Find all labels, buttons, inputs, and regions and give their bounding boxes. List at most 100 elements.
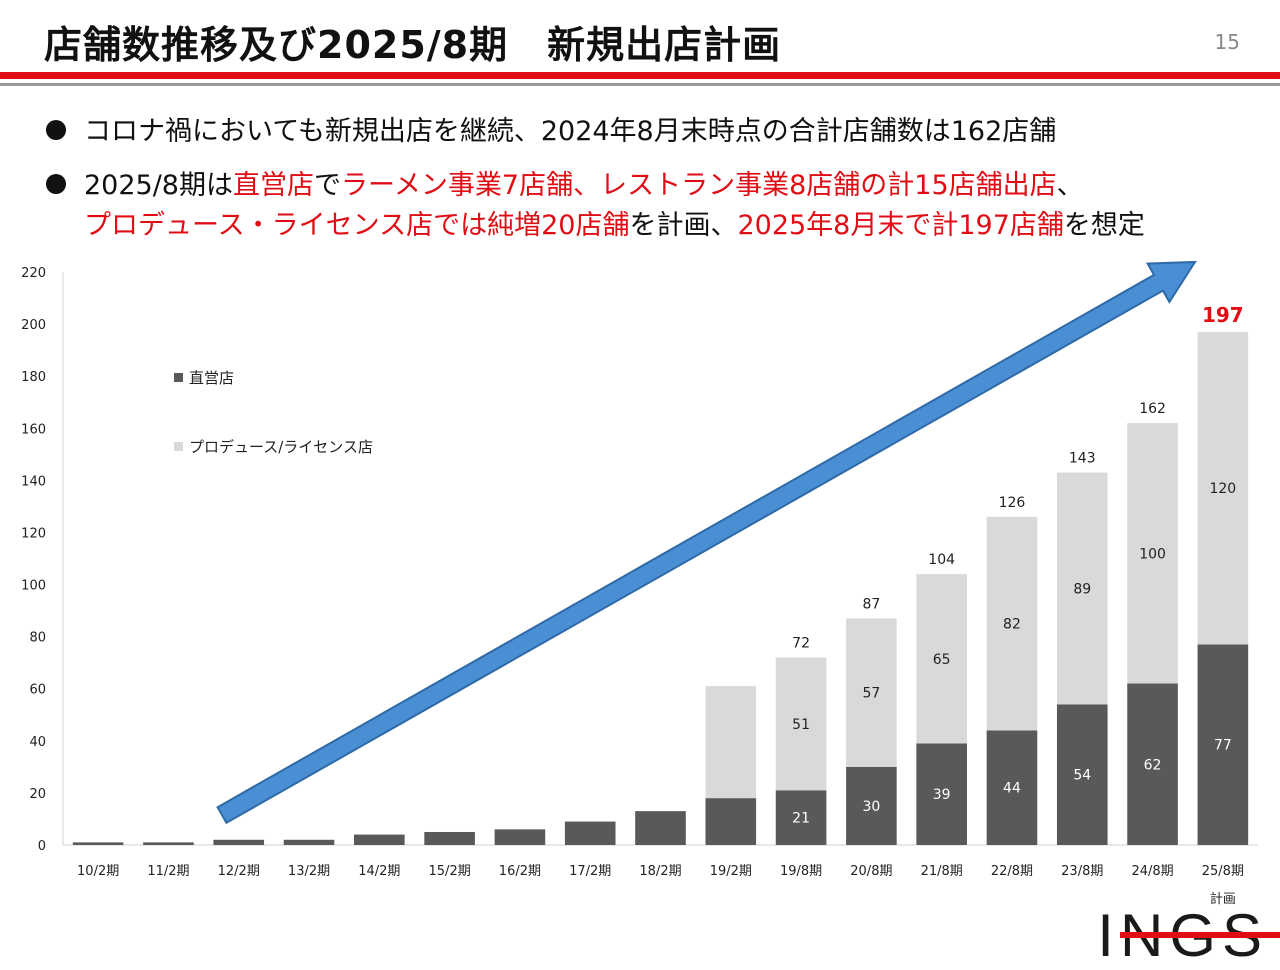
y-tick-label: 180 — [21, 370, 46, 385]
x-tick-label: 16/2期 — [499, 864, 541, 879]
bullet-item-1: コロナ禍においても新規出店を継続、2024年8月末時点の合計店舗数は162店舗 — [46, 112, 1266, 152]
bar-direct-label: 39 — [933, 787, 951, 803]
x-tick-label: 19/2期 — [710, 864, 752, 879]
bar-direct — [354, 834, 405, 845]
bar-license — [705, 686, 757, 799]
y-tick-label: 0 — [38, 839, 46, 854]
logo-accent-bar — [1120, 932, 1280, 938]
bar-direct-label: 54 — [1073, 768, 1091, 784]
y-tick-label: 160 — [21, 422, 46, 437]
x-tick-label: 10/2期 — [77, 864, 119, 879]
bar-license-label: 65 — [933, 652, 951, 668]
bullet-dot-icon — [46, 120, 66, 140]
y-tick-label: 140 — [21, 474, 46, 489]
bar-direct-label: 44 — [1003, 781, 1021, 797]
bar-license — [1127, 423, 1178, 684]
bar-direct — [72, 842, 124, 845]
bullet-list: コロナ禍においても新規出店を継続、2024年8月末時点の合計店舗数は162店舗 … — [46, 112, 1266, 260]
bar-direct — [1056, 704, 1108, 845]
legend-label-direct: 直営店 — [189, 369, 234, 387]
y-tick-label: 60 — [29, 683, 46, 698]
y-tick-label: 120 — [21, 526, 46, 541]
header-rule-red — [0, 72, 1280, 79]
bar-license — [846, 618, 897, 767]
bar-total-label: 72 — [792, 635, 810, 651]
bar-direct — [283, 839, 335, 845]
bar-direct — [986, 730, 1038, 845]
y-tick-label: 100 — [21, 579, 46, 594]
growth-arrow-icon — [216, 260, 1197, 825]
bar-direct-label: 21 — [792, 811, 810, 827]
bullet-2-text: を計画、 — [629, 210, 738, 241]
store-count-chart: 0 20 40 60 80 100 120 140 160 180 200 220 10/2期 11/2期… — [21, 260, 1258, 907]
bar-direct-label: 62 — [1144, 757, 1162, 773]
bar-license — [1056, 472, 1108, 705]
bullet-2-text: 2025/8期は — [84, 170, 233, 201]
y-tick-label: 40 — [29, 735, 46, 750]
bullet-2-highlight: ラーメン事業7店舗、レストラン事業8店舗の計15店舗出店 — [341, 170, 1057, 201]
bar-direct — [564, 821, 616, 845]
page-title: 店舗数推移及び2025/8期 新規出店計画 — [44, 23, 782, 67]
header-rule-gray — [0, 83, 1280, 86]
bar-direct — [846, 766, 897, 845]
legend-label-license: プロデュース/ライセンス店 — [189, 438, 373, 456]
y-tick-label: 200 — [21, 318, 46, 333]
legend-swatch-direct — [174, 373, 183, 382]
bar-license-label: 89 — [1073, 581, 1091, 597]
bar-total-label: 87 — [862, 596, 880, 612]
x-tick-label: 11/2期 — [147, 864, 189, 879]
legend-swatch-license — [174, 442, 183, 451]
bullet-text-1: コロナ禍においても新規出店を継続、2024年8月末時点の合計店舗数は162店舗 — [84, 116, 1057, 147]
bar-direct — [1127, 683, 1178, 845]
y-tick-label: 220 — [21, 266, 46, 281]
x-tick-label: 14/2期 — [358, 864, 400, 879]
bullet-dot-icon — [46, 174, 66, 194]
x-tick-label: 15/2期 — [429, 864, 471, 879]
x-tick-label: 12/2期 — [218, 864, 260, 879]
bar-direct — [775, 790, 827, 845]
x-tick-label: 21/8期 — [921, 864, 963, 879]
y-tick-label: 80 — [29, 631, 46, 646]
bullet-2-text: で — [314, 170, 341, 201]
bar-license — [1197, 331, 1249, 645]
bar-direct — [916, 743, 967, 845]
bar-license-label: 120 — [1209, 481, 1236, 497]
x-tick-sublabel: 計画 — [1210, 891, 1236, 907]
bullet-2-highlight: プロデュース・ライセンス店では純増20店舗 — [84, 210, 630, 241]
bar-direct — [424, 831, 475, 845]
bar-direct — [143, 842, 194, 845]
bar-direct-label: 77 — [1214, 738, 1232, 754]
bar-direct-label: 30 — [862, 799, 880, 815]
bar-total-label: 162 — [1139, 401, 1166, 417]
bar-total-label: 143 — [1069, 451, 1096, 467]
bar-direct — [213, 839, 265, 845]
bar-total-label-highlight: 197 — [1202, 303, 1244, 327]
bar-license-label: 51 — [792, 717, 810, 733]
x-tick-label: 23/8期 — [1061, 864, 1103, 879]
x-tick-label: 24/8期 — [1131, 864, 1173, 879]
bar-license — [775, 657, 827, 791]
bullet-2-highlight: 直営店 — [233, 170, 314, 201]
x-tick-label: 18/2期 — [639, 864, 681, 879]
bullet-2-text: 、 — [1056, 170, 1084, 201]
bar-direct — [705, 798, 757, 845]
bar-license-label: 100 — [1139, 546, 1166, 562]
x-tick-label: 20/8期 — [850, 864, 892, 879]
bar-total-label: 126 — [999, 495, 1026, 511]
bar-direct — [494, 829, 546, 845]
page-number: 15 — [1214, 30, 1240, 54]
bar-direct — [635, 811, 686, 845]
bar-license — [916, 574, 967, 744]
bar-total-label: 104 — [928, 552, 955, 568]
bullet-text-2: 2025/8期は直営店でラーメン事業7店舗、レストラン事業8店舗の計15店舗出店… — [84, 166, 1145, 246]
y-tick-label: 20 — [29, 787, 46, 802]
bar-license-label: 57 — [862, 686, 880, 702]
bullet-2-text: を想定 — [1063, 210, 1145, 241]
bar-license-label: 82 — [1003, 617, 1021, 633]
bullet-item-2: 2025/8期は直営店でラーメン事業7店舗、レストラン事業8店舗の計15店舗出店… — [46, 166, 1266, 246]
bar-license — [986, 516, 1038, 731]
bar-direct — [1197, 644, 1249, 845]
x-tick-label: 17/2期 — [569, 864, 611, 879]
x-tick-label: 25/8期 — [1202, 864, 1244, 879]
x-tick-label: 19/8期 — [780, 864, 822, 879]
